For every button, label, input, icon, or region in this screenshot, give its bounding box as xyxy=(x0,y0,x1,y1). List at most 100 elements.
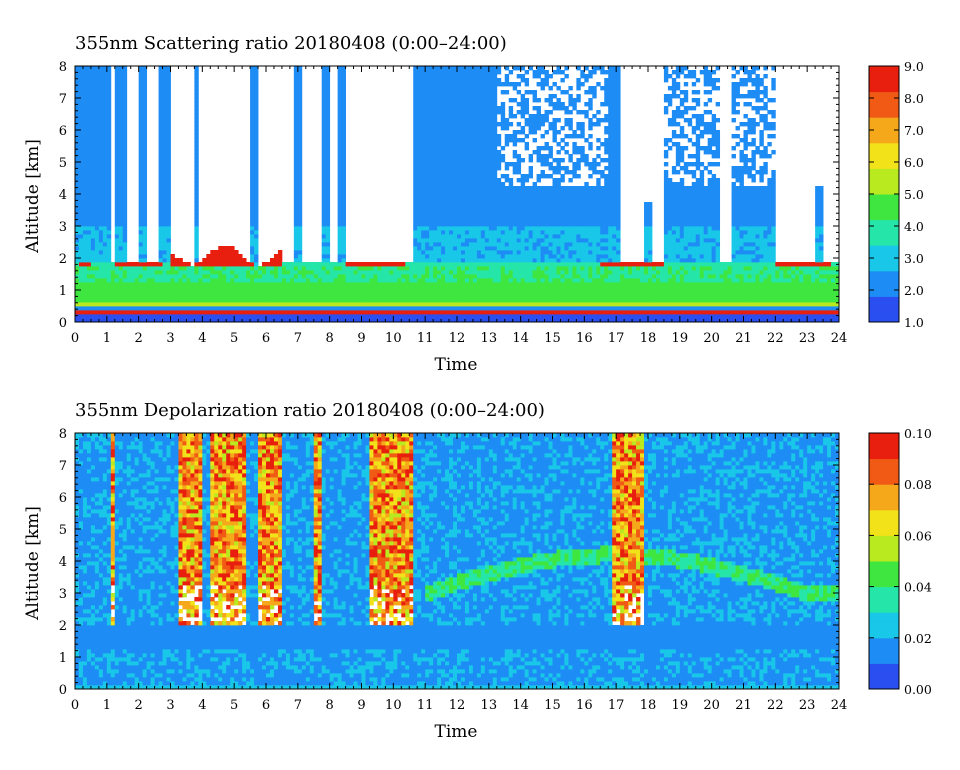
heatmap-cell xyxy=(421,314,426,319)
heatmap-cell xyxy=(186,262,191,267)
heatmap-cell xyxy=(564,234,569,239)
heatmap-cell xyxy=(321,170,327,175)
heatmap-cell xyxy=(556,238,561,243)
heatmap-cell xyxy=(397,314,402,319)
heatmap-cell xyxy=(468,166,474,171)
heatmap-cell xyxy=(413,162,418,167)
heatmap-cell xyxy=(409,274,414,279)
heatmap-cell xyxy=(516,194,522,199)
heatmap-cell xyxy=(496,282,502,287)
heatmap-cell xyxy=(453,314,458,319)
heatmap-cell xyxy=(449,154,454,159)
heatmap-cell xyxy=(218,262,223,267)
heatmap-cell xyxy=(75,278,80,283)
heatmap-cell xyxy=(146,314,152,319)
heatmap-cell xyxy=(210,302,215,307)
heatmap-cell xyxy=(297,130,303,135)
heatmap-cell xyxy=(576,286,581,291)
heatmap-cell xyxy=(325,298,331,303)
heatmap-cell xyxy=(417,290,422,295)
heatmap-cell xyxy=(572,282,577,287)
heatmap-cell xyxy=(325,182,331,187)
heatmap-cell xyxy=(464,302,470,307)
heatmap-cell xyxy=(476,270,482,275)
heatmap-cell xyxy=(453,102,458,107)
heatmap-cell xyxy=(520,278,526,283)
heatmap-cell xyxy=(413,150,418,155)
heatmap-cell xyxy=(544,226,549,231)
heatmap-cell xyxy=(564,270,569,275)
heatmap-cell xyxy=(198,302,203,307)
heatmap-cell xyxy=(556,290,561,295)
heatmap-cell xyxy=(94,158,100,163)
heatmap-cell xyxy=(194,102,199,107)
heatmap-cell xyxy=(222,262,227,267)
heatmap-cell xyxy=(305,314,311,319)
heatmap-cell xyxy=(532,98,537,103)
heatmap-cell xyxy=(560,202,565,207)
heatmap-cell xyxy=(488,258,494,263)
heatmap-cell xyxy=(548,290,553,295)
heatmap-cell xyxy=(321,230,327,235)
heatmap-cell xyxy=(353,278,358,283)
heatmap-cell xyxy=(277,310,283,315)
heatmap-cell xyxy=(516,274,522,279)
heatmap-cell xyxy=(540,290,545,295)
heatmap-cell xyxy=(118,234,124,239)
heatmap-cell xyxy=(405,302,410,307)
heatmap-cell xyxy=(341,294,346,299)
heatmap-cell xyxy=(441,274,446,279)
heatmap-cell xyxy=(457,230,462,235)
heatmap-cell xyxy=(150,274,155,279)
heatmap-cell xyxy=(194,226,199,231)
heatmap-cell xyxy=(417,118,422,123)
heatmap-cell xyxy=(114,170,120,175)
heatmap-cell xyxy=(540,214,545,219)
heatmap-cell xyxy=(484,154,490,159)
heatmap-cell xyxy=(325,174,331,179)
heatmap-cell xyxy=(86,86,92,91)
heatmap-cell xyxy=(158,314,163,319)
heatmap-cell xyxy=(297,266,303,271)
heatmap-cell xyxy=(138,98,144,103)
heatmap-cell xyxy=(449,262,454,267)
heatmap-cell xyxy=(277,318,283,323)
heatmap-cell xyxy=(516,66,522,71)
heatmap-cell xyxy=(369,294,374,299)
heatmap-cell xyxy=(214,250,219,255)
heatmap-cell xyxy=(305,318,311,323)
heatmap-cell xyxy=(453,266,458,271)
heatmap-cell xyxy=(166,314,171,319)
heatmap-cell xyxy=(106,98,112,103)
heatmap-cell xyxy=(564,318,569,323)
heatmap-cell xyxy=(218,254,223,259)
heatmap-cell xyxy=(234,254,239,259)
heatmap-cell xyxy=(437,254,442,259)
heatmap-cell xyxy=(449,162,454,167)
heatmap-cell xyxy=(433,174,438,179)
heatmap-cell xyxy=(246,302,251,307)
heatmap-cell xyxy=(552,282,557,287)
heatmap-cell xyxy=(106,242,112,247)
heatmap-cell xyxy=(540,162,545,167)
heatmap-cell xyxy=(254,278,259,283)
heatmap-cell xyxy=(114,122,120,127)
heatmap-cell xyxy=(401,274,406,279)
heatmap-cell xyxy=(369,282,374,287)
heatmap-cell xyxy=(254,126,259,131)
heatmap-cell xyxy=(158,134,163,139)
heatmap-cell xyxy=(214,266,219,271)
heatmap-cell xyxy=(102,98,108,103)
heatmap-cell xyxy=(504,74,510,79)
heatmap-cell xyxy=(532,198,537,203)
heatmap-cell xyxy=(425,298,430,303)
heatmap-cell xyxy=(325,286,331,291)
heatmap-cell xyxy=(285,286,291,291)
heatmap-cell xyxy=(560,146,565,151)
heatmap-cell xyxy=(548,294,553,299)
heatmap-cell xyxy=(317,266,323,271)
heatmap-cell xyxy=(293,230,299,235)
heatmap-cell xyxy=(476,174,482,179)
heatmap-cell xyxy=(182,302,187,307)
heatmap-cell xyxy=(277,294,283,299)
